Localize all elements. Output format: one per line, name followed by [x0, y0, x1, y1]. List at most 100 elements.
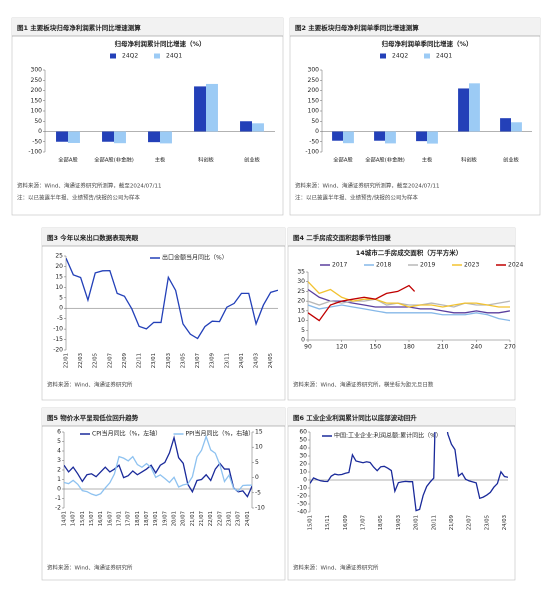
x-tick-label: 210	[437, 344, 449, 351]
x-tick-label: 创业板	[503, 156, 520, 164]
y-tick-label: 200	[308, 87, 320, 94]
series-line	[308, 281, 510, 308]
x-tick-label: 22/01	[64, 353, 70, 368]
y-tick-label: -10	[297, 485, 307, 492]
y-tick-label: 25	[297, 288, 305, 295]
panel-frame	[287, 227, 516, 401]
x-tick-label: 24/05	[268, 353, 274, 368]
y-tick-label: 250	[308, 77, 320, 84]
x-tick-label: 19/01	[153, 511, 159, 526]
source-note: 资料来源：Wind、海通证券研究所，横坐标为距元旦日数	[293, 381, 434, 389]
y-tick-label: -5	[57, 315, 63, 322]
bar	[102, 131, 114, 142]
legend-label: 24Q1	[166, 53, 182, 60]
legend-label: CPI当月同比（%，左轴）	[92, 430, 161, 438]
y-tick-label: 0	[59, 305, 63, 312]
bar	[374, 131, 385, 141]
panel-header	[42, 228, 285, 246]
x-tick-label: 17/07	[361, 515, 367, 530]
x-tick-label: 24/01	[245, 511, 251, 526]
x-tick-label: 24/03	[254, 353, 260, 368]
x-tick-label: 15/07	[89, 511, 95, 526]
figure-title: 图1 主要板块归母净利润累计同比增速测算	[17, 23, 141, 32]
source-note: 资料来源：Wind、海通证券研究所	[47, 381, 133, 389]
x-tick-label: 19/03	[396, 515, 402, 530]
series-line	[308, 304, 510, 322]
legend-swatch	[154, 53, 160, 59]
source-note: 资料来源：Wind、海通证券研究所测算，截至2024/07/11	[295, 182, 440, 190]
bar	[56, 131, 68, 142]
y-tick-label: -100	[28, 149, 42, 156]
y-tick-label: 10	[299, 469, 307, 476]
figure-title: 图2 主要板块归母净利润单季同比增速测算	[295, 23, 419, 32]
y-tick-label: 300	[31, 67, 43, 74]
x-tick-label: 全部A股	[333, 156, 353, 164]
y-tick-label: 0	[315, 128, 319, 135]
x-tick-label: 180	[403, 344, 415, 351]
y-tick-label: -10	[53, 326, 63, 333]
y-tick-label: 60	[299, 429, 307, 436]
source-note: 资料来源：Wind、海通证券研究所	[293, 564, 379, 572]
y-tick-label: 20	[299, 461, 307, 468]
bar	[416, 131, 427, 142]
x-tick-label: 18/05	[378, 515, 384, 530]
x-tick-label: 90	[304, 344, 312, 351]
footnote: 注：以已披露半年报、业绩预告/快报的公司为样本	[295, 194, 418, 202]
y-tick-label: 250	[31, 77, 43, 84]
y-tick-label: 0	[301, 337, 305, 344]
legend-swatch	[424, 53, 430, 59]
y-tick-label: 100	[31, 108, 43, 115]
y-tick-label: 5	[301, 327, 305, 334]
footnote: 注：以已披露半年报、业绩预告/快报的公司为样本	[17, 194, 140, 202]
x-tick-label: 14/07	[71, 511, 77, 526]
figure-title: 图3 今年以来出口数据表现亮眼	[47, 233, 139, 242]
x-tick-label: 22/03	[78, 353, 84, 368]
bar	[160, 131, 172, 144]
x-tick-label: 主板	[422, 156, 433, 164]
x-tick-label: 270	[504, 344, 516, 351]
legend-label: PPI当月同比（%，右轴）	[186, 430, 255, 438]
x-tick-label: 23/01	[151, 353, 157, 368]
x-tick-label: 21/01	[190, 511, 196, 526]
series-line	[64, 434, 252, 497]
legend-label: 中国:工业企业:利润总额:累计同比（%）	[334, 432, 442, 440]
x-tick-label: 23/11	[224, 353, 230, 368]
legend-swatch	[380, 53, 386, 59]
legend-label: 2019	[420, 262, 435, 269]
x-tick-label: 24/03	[502, 515, 508, 530]
figure-title: 图4 二手房成交面积超季节性回暖	[293, 233, 391, 242]
y-tick-label: 5	[57, 438, 61, 445]
panel-header	[290, 18, 540, 36]
x-tick-label: 15/01	[80, 511, 86, 526]
bar	[385, 131, 396, 144]
bar	[500, 118, 511, 132]
panel-frame	[11, 17, 284, 216]
source-note: 资料来源：Wind、海通证券研究所测算，截至2024/07/11	[17, 182, 162, 190]
legend-swatch	[110, 53, 116, 59]
source-note: 资料来源：Wind、海通证券研究所	[47, 564, 133, 572]
bar	[240, 121, 252, 132]
x-tick-label: 22/07	[467, 515, 473, 530]
bar	[252, 123, 264, 132]
figure-title: 图6 工业企业利润累计同比以底部波动回升	[293, 413, 417, 422]
x-tick-label: 23/05	[180, 353, 186, 368]
y2-tick-label: -10	[255, 505, 265, 512]
series-line	[310, 432, 508, 512]
x-tick-label: 14/01	[62, 511, 68, 526]
x-tick-label: 22/09	[122, 353, 128, 368]
panel-header	[12, 18, 283, 36]
panel-header	[288, 228, 515, 246]
y-tick-label: 20	[55, 263, 63, 270]
y-tick-label: 0	[303, 477, 307, 484]
y-tick-label: -40	[297, 509, 307, 516]
x-tick-label: 19/07	[162, 511, 168, 526]
x-tick-label: 23/09	[210, 353, 216, 368]
x-tick-label: 主板	[155, 156, 166, 164]
legend-label: 24Q2	[392, 53, 408, 60]
y2-tick-label: 15	[255, 429, 263, 436]
y-tick-label: 30	[299, 453, 307, 460]
y-tick-label: 100	[308, 108, 320, 115]
y-tick-label: -30	[297, 501, 307, 508]
x-tick-label: 17/07	[126, 511, 132, 526]
